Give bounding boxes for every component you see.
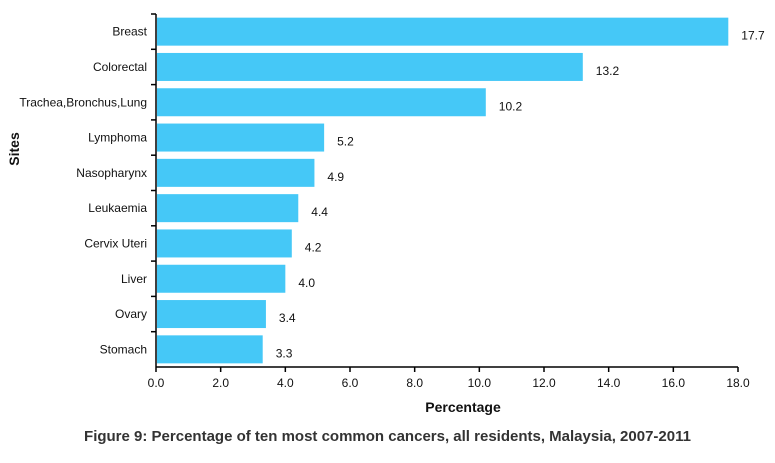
bar-colorectal: [157, 52, 583, 81]
value-label: 3.4: [279, 311, 296, 325]
x-tick-label: 4.0: [277, 376, 294, 390]
bar-cervix-uteri: [157, 229, 292, 258]
value-label: 3.3: [276, 346, 293, 360]
figure-caption: Figure 9: Percentage of ten most common …: [84, 428, 691, 445]
value-label: 13.2: [596, 64, 620, 78]
x-axis-title: Percentage: [425, 399, 501, 415]
x-tick-label: 8.0: [406, 376, 423, 390]
bar-liver: [157, 264, 286, 293]
bar-stomach: [157, 335, 263, 364]
x-tick-label: 14.0: [597, 376, 621, 390]
value-label: 4.4: [311, 205, 328, 219]
x-tick-label: 12.0: [532, 376, 556, 390]
value-label: 10.2: [499, 99, 523, 113]
value-labels-group: 17.7 13.2 10.2 5.2 4.9 4.4 4.2 4.0 3.4 3.3: [276, 29, 765, 361]
y-axis-title: Sites: [6, 132, 22, 166]
x-tick-label: 18.0: [726, 376, 750, 390]
bar-leukaemia: [157, 194, 299, 223]
category-label: Lymphoma: [88, 131, 147, 145]
category-labels-group: Breast Colorectal Trachea,Bronchus,Lung Lym…: [19, 25, 147, 357]
category-label: Stomach: [100, 342, 147, 356]
x-tick-label: 2.0: [212, 376, 229, 390]
bar-ovary: [157, 300, 266, 329]
category-label: Leukaemia: [88, 201, 147, 215]
bar-lymphoma: [157, 123, 325, 152]
category-label: Breast: [112, 25, 147, 39]
x-tick-label: 6.0: [342, 376, 359, 390]
category-label: Trachea,Bronchus,Lung: [19, 95, 147, 109]
value-label: 17.7: [741, 29, 765, 43]
bar-chart: Breast Colorectal Trachea,Bronchus,Lung Lym…: [6, 13, 765, 415]
x-tick-label: 10.0: [468, 376, 492, 390]
value-label: 4.2: [305, 240, 322, 254]
category-label: Colorectal: [93, 60, 147, 74]
value-label: 5.2: [337, 135, 354, 149]
category-label: Nasopharynx: [76, 166, 147, 180]
x-tick-label: 0.0: [148, 376, 165, 390]
axes-group: 0.0 2.0 4.0 6.0 8.0 10.0 12.0 14.0 16.0 18.0: [148, 13, 750, 390]
bars-group: [157, 17, 729, 364]
bar-breast: [157, 17, 729, 46]
x-tick-label: 16.0: [662, 376, 686, 390]
category-label: Cervix Uteri: [84, 236, 147, 250]
bar-nasopharynx: [157, 158, 315, 187]
bar-trachea-bronchus-lung: [157, 88, 486, 117]
value-label: 4.9: [327, 170, 344, 184]
category-label: Ovary: [115, 307, 147, 321]
category-label: Liver: [121, 272, 147, 286]
value-label: 4.0: [298, 276, 315, 290]
